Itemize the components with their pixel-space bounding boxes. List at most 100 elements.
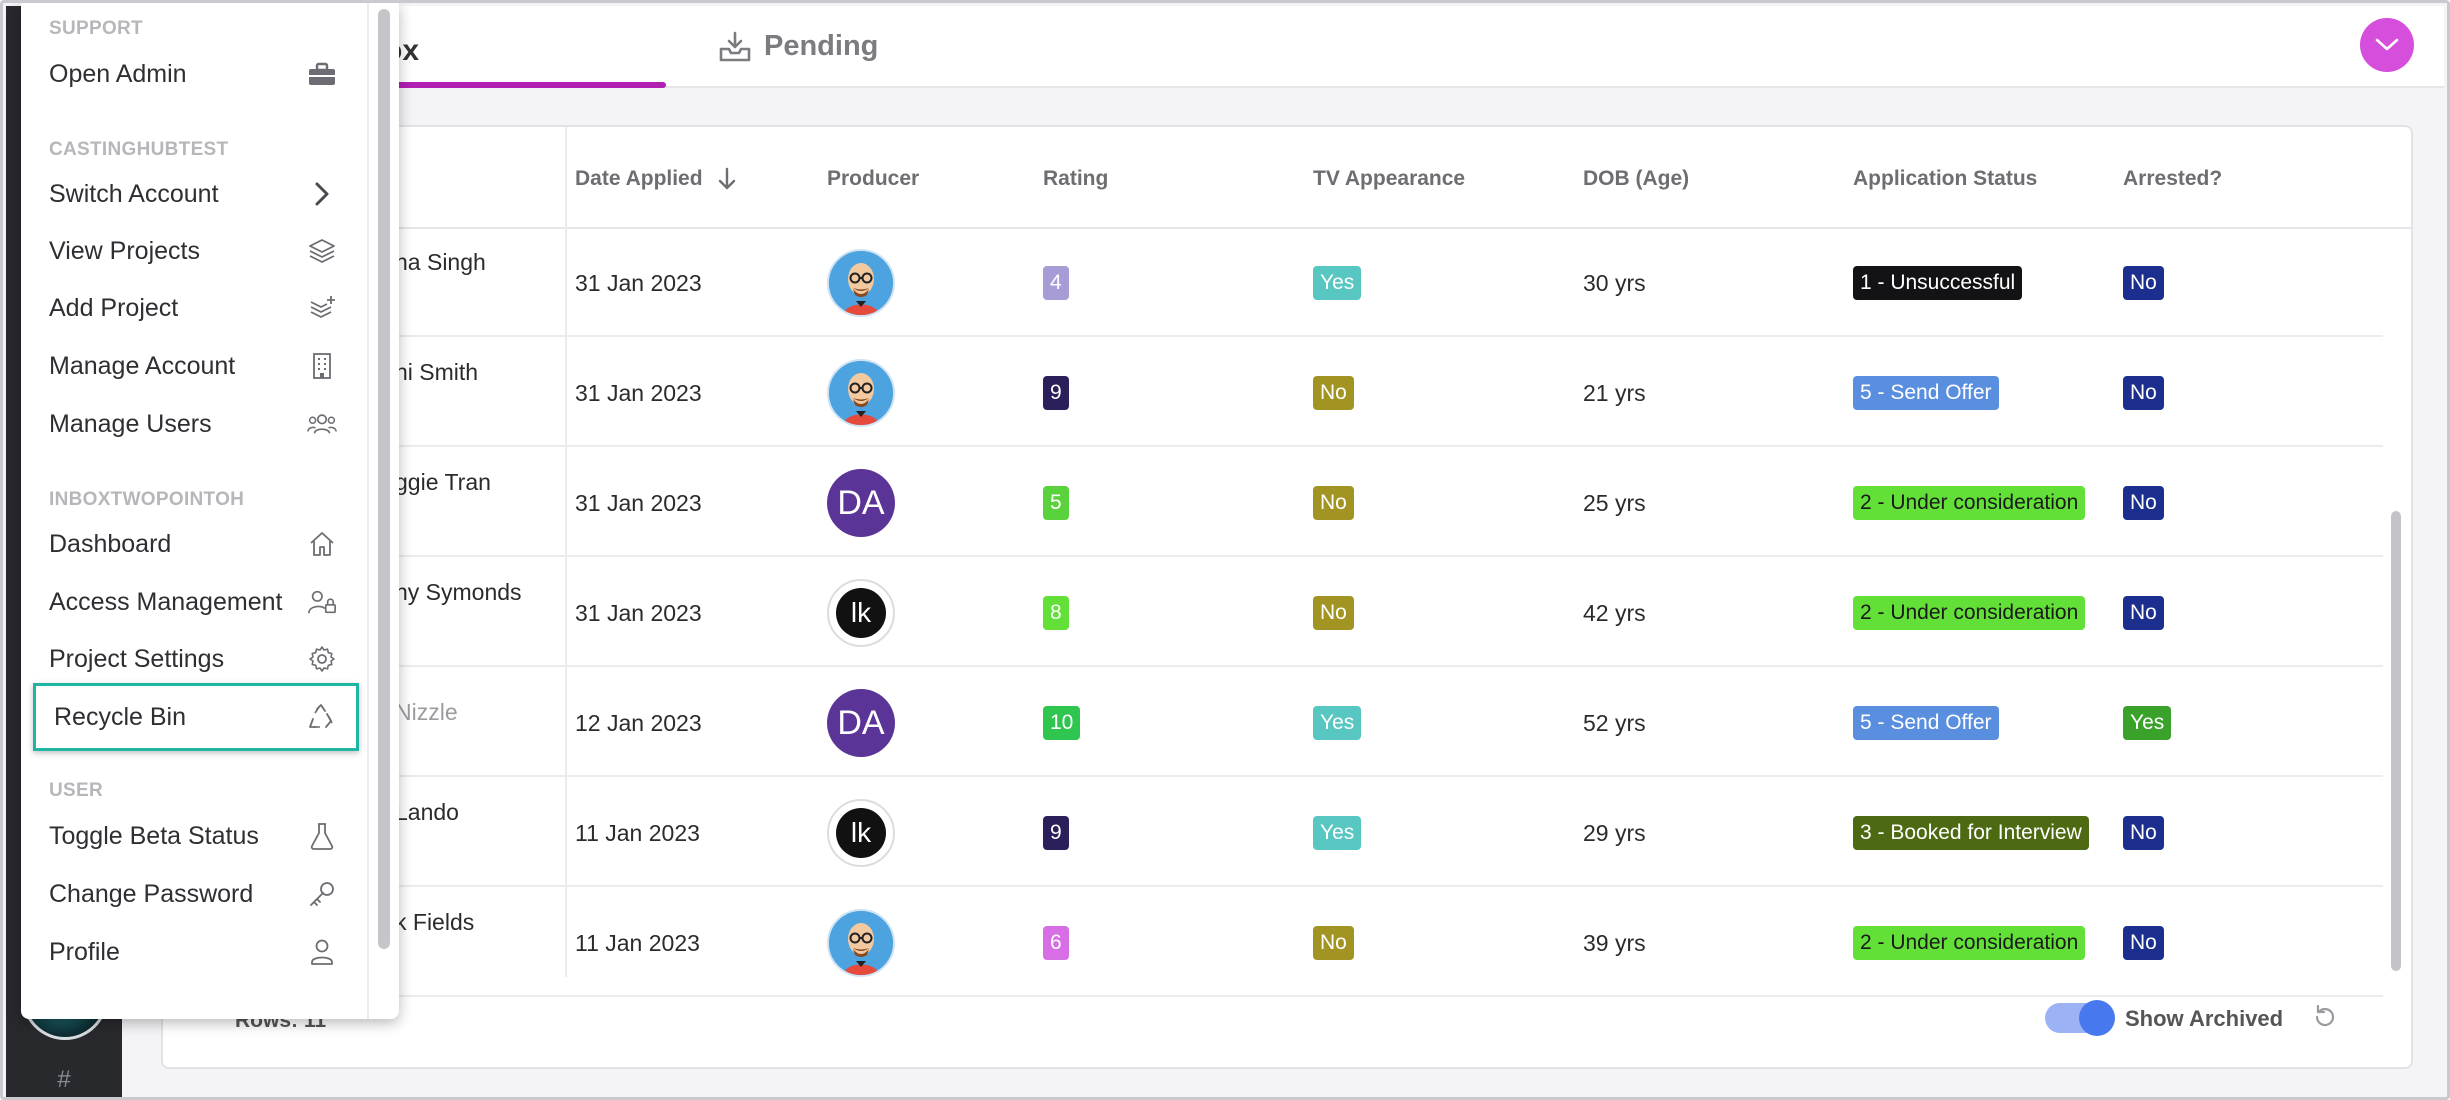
- menu-item-label: Change Password: [49, 879, 254, 908]
- menu-section-account: CASTINGHUBTEST: [49, 139, 229, 160]
- status-cell: 5 - Send Offer: [1853, 339, 1999, 447]
- rating-badge: 9: [1043, 816, 1069, 850]
- menu-section-support: SUPPORT: [49, 18, 143, 39]
- arrested-badge: No: [2123, 596, 2164, 630]
- tv-appearance-cell: No: [1313, 339, 1354, 447]
- col-producer[interactable]: Producer: [827, 167, 920, 190]
- menu-item-manage-users[interactable]: Manage Users: [31, 397, 357, 451]
- rating-cell: 9: [1043, 779, 1069, 887]
- menu-scrollbar[interactable]: [378, 9, 390, 949]
- col-tv-appearance[interactable]: TV Appearance: [1313, 167, 1466, 190]
- date-applied: 31 Jan 2023: [575, 599, 702, 626]
- status-badge[interactable]: 2 - Under consideration: [1853, 926, 2086, 960]
- applications-card: Date Applied Producer Rating TV Appearan…: [161, 125, 2413, 1069]
- col-dob[interactable]: DOB (Age): [1583, 167, 1690, 190]
- show-archived-toggle[interactable]: [2045, 1000, 2115, 1036]
- key-icon: [307, 879, 337, 909]
- rating-cell: 10: [1043, 669, 1081, 777]
- rail-hash-label: #: [57, 1066, 71, 1093]
- status-cell: 2 - Under consideration: [1853, 449, 2086, 557]
- menu-item-manage-account[interactable]: Manage Account: [31, 339, 357, 393]
- table-row[interactable]: k Fields 11 Jan 2023 6 No 39 yrs 2 - Under co…: [163, 889, 2383, 997]
- rating-badge: 6: [1043, 926, 1069, 960]
- user-icon: [307, 937, 337, 967]
- menu-item-label: Add Project: [49, 293, 179, 322]
- producer-avatar-cartoon: [827, 359, 895, 427]
- menu-item-label: Switch Account: [49, 179, 219, 208]
- dob-age: 52 yrs: [1583, 709, 1646, 736]
- menu-item-dashboard[interactable]: Dashboard: [31, 517, 357, 571]
- producer-avatar: DA: [827, 469, 895, 537]
- table-scrollbar[interactable]: [2391, 511, 2401, 971]
- menu-item-view-projects[interactable]: View Projects: [31, 224, 357, 278]
- status-badge[interactable]: 1 - Unsuccessful: [1853, 266, 2023, 300]
- dob-age: 42 yrs: [1583, 599, 1646, 626]
- menu-item-label: Toggle Beta Status: [49, 821, 259, 850]
- col-rating[interactable]: Rating: [1043, 167, 1109, 190]
- status-badge[interactable]: 5 - Send Offer: [1853, 376, 1999, 410]
- user-menu-button[interactable]: [2360, 18, 2414, 72]
- status-badge[interactable]: 5 - Send Offer: [1853, 706, 1999, 740]
- producer-cell: DA: [827, 449, 895, 557]
- col-application-status[interactable]: Application Status: [1853, 167, 2038, 190]
- status-badge[interactable]: 2 - Under consideration: [1853, 596, 2086, 630]
- sort-arrow-down-icon: [718, 167, 735, 190]
- col-date-applied-label: Date Applied: [575, 167, 703, 190]
- rating-cell: 5: [1043, 449, 1069, 557]
- producer-avatar: DA: [827, 689, 895, 757]
- menu-item-access-management[interactable]: Access Management: [31, 575, 357, 629]
- menu-item-project-settings[interactable]: Project Settings: [31, 632, 357, 686]
- table-row[interactable]: ggie Tran 31 Jan 2023 DA 5 No 25 yrs 2 - Under…: [163, 449, 2383, 557]
- menu-item-label: Open Admin: [49, 59, 187, 88]
- table-row[interactable]: na Singh 31 Jan 2023 4 Yes 30 yrs 1 - Unsucce…: [163, 229, 2383, 337]
- table-row[interactable]: ni Smith 31 Jan 2023 9 No 21 yrs 5 - Send Off…: [163, 339, 2383, 447]
- table-row[interactable]: Lando 11 Jan 2023 lk 9 Yes 29 yrs 3 - Booked f…: [163, 779, 2383, 887]
- applicant-name[interactable]: k Fields: [395, 909, 475, 935]
- date-applied: 31 Jan 2023: [575, 379, 702, 406]
- applicant-name[interactable]: ny Symonds: [395, 579, 522, 605]
- status-cell: 2 - Under consideration: [1853, 889, 2086, 997]
- inbox-download-icon: [719, 31, 751, 61]
- show-archived-label: Show Archived: [2125, 1006, 2284, 1031]
- menu-item-profile[interactable]: Profile: [31, 925, 357, 979]
- tab-bar: ox Pending: [122, 6, 2444, 88]
- date-applied: 11 Jan 2023: [575, 929, 700, 956]
- applicant-name[interactable]: Lando: [395, 799, 459, 825]
- menu-item-switch-account[interactable]: Switch Account: [31, 167, 357, 221]
- table-row[interactable]: Nizzle 12 Jan 2023 DA 10 Yes 52 yrs 5 - Send O…: [163, 669, 2383, 777]
- status-badge[interactable]: 2 - Under consideration: [1853, 486, 2086, 520]
- menu-item-label: Profile: [49, 937, 120, 966]
- menu-item-label: Access Management: [49, 587, 283, 616]
- rating-badge: 9: [1043, 376, 1069, 410]
- status-badge[interactable]: 3 - Booked for Interview: [1853, 816, 2089, 850]
- status-cell: 1 - Unsuccessful: [1853, 229, 2023, 337]
- applicant-name[interactable]: ggie Tran: [395, 469, 491, 495]
- menu-item-add-project[interactable]: Add Project: [31, 281, 357, 335]
- tv-appearance-badge: Yes: [1313, 706, 1362, 740]
- building-icon: [307, 351, 337, 381]
- menu-item-recycle-bin[interactable]: Recycle Bin: [33, 683, 359, 751]
- tab-pending[interactable]: Pending: [718, 30, 878, 63]
- rating-badge: 8: [1043, 596, 1069, 630]
- menu-item-open-admin[interactable]: Open Admin: [31, 47, 357, 101]
- home-icon: [307, 529, 337, 559]
- arrested-cell: No: [2123, 449, 2164, 557]
- tv-appearance-cell: Yes: [1313, 229, 1362, 337]
- refresh-icon[interactable]: [2311, 1003, 2339, 1036]
- menu-item-toggle-beta[interactable]: Toggle Beta Status: [31, 809, 357, 863]
- applicant-name[interactable]: Nizzle: [395, 699, 458, 725]
- producer-cell: [827, 339, 895, 447]
- toggle-knob: [2079, 1000, 2115, 1036]
- menu-section-project: INBOXTWOPOINTOH: [49, 489, 245, 510]
- chevron-down-icon: [2375, 38, 2399, 51]
- table-row[interactable]: ny Symonds 31 Jan 2023 lk 8 No 42 yrs 2 - Unde…: [163, 559, 2383, 667]
- menu-item-change-password[interactable]: Change Password: [31, 867, 357, 921]
- toolbox-icon: [307, 59, 337, 89]
- applicant-name[interactable]: ni Smith: [395, 359, 479, 385]
- col-arrested[interactable]: Arrested?: [2123, 167, 2223, 190]
- applicant-name[interactable]: na Singh: [395, 249, 486, 275]
- dob-age: 39 yrs: [1583, 929, 1646, 956]
- dob-age: 29 yrs: [1583, 819, 1646, 846]
- col-date-applied[interactable]: Date Applied: [575, 167, 737, 191]
